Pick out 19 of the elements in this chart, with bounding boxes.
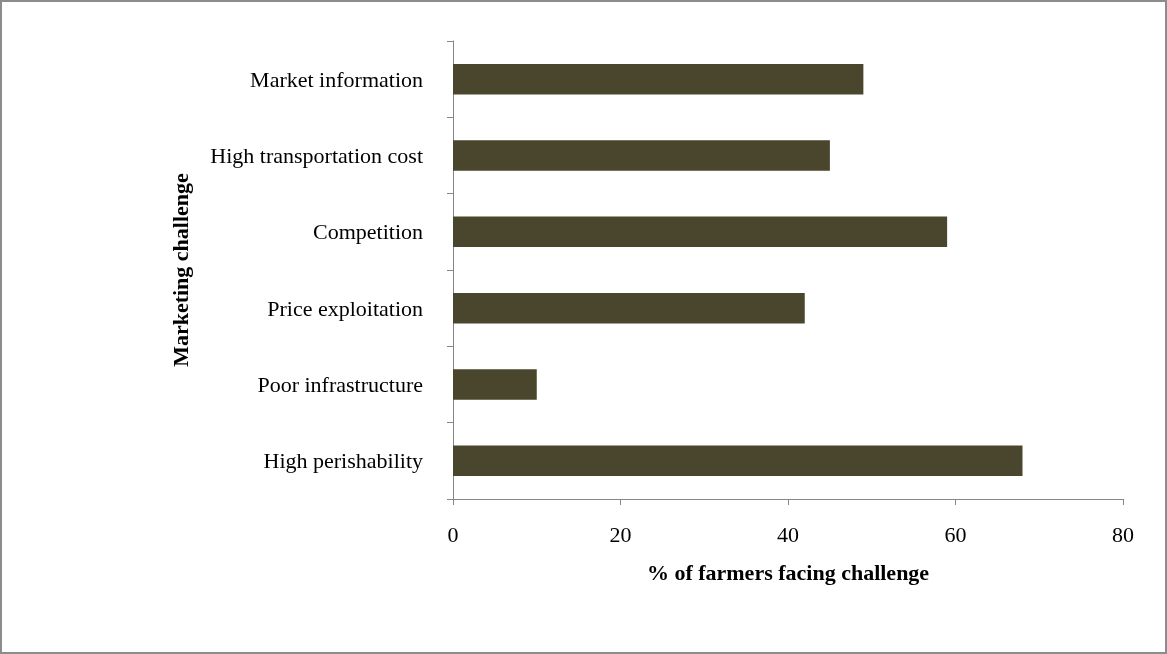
bar xyxy=(453,216,948,248)
x-axis-title: % of farmers facing challenge xyxy=(646,559,930,585)
x-tick-label: 80 xyxy=(1112,521,1134,547)
bar xyxy=(453,63,864,95)
y-tick-label: Poor infrastructure xyxy=(257,372,423,397)
y-tick-label: High perishability xyxy=(263,448,423,474)
x-tick-label: 0 xyxy=(447,521,459,547)
bar xyxy=(453,445,1023,477)
y-tick-label: Market information xyxy=(250,66,423,92)
bar xyxy=(453,140,830,171)
bar xyxy=(453,369,537,400)
bar xyxy=(453,292,805,324)
x-tick-label: 60 xyxy=(944,521,967,547)
x-tick-label: 40 xyxy=(777,521,799,547)
y-tick-label: High transportation cost xyxy=(210,143,423,168)
y-tick-label: Competition xyxy=(313,219,423,245)
x-tick-label: 20 xyxy=(609,521,632,547)
y-axis-title: Marketing challenge xyxy=(167,172,193,367)
y-tick-label: Price exploitation xyxy=(267,295,423,321)
